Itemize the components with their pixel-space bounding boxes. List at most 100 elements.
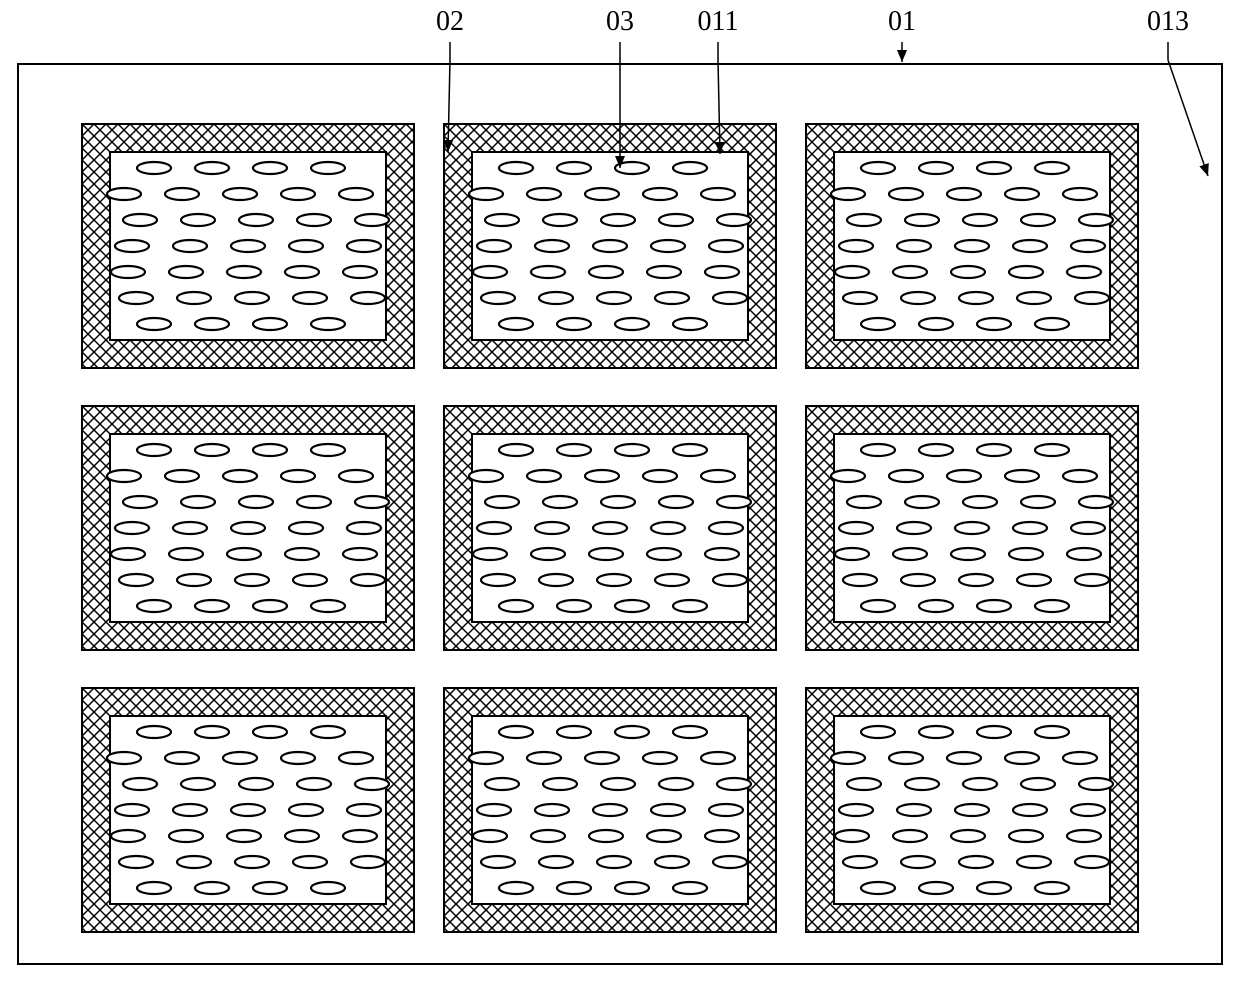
particle-ellipse: [709, 240, 743, 252]
particle-ellipse: [963, 496, 997, 508]
particle-ellipse: [347, 804, 381, 816]
particle-ellipse: [115, 522, 149, 534]
particle-ellipse: [1035, 882, 1069, 894]
particle-ellipse: [181, 496, 215, 508]
particle-ellipse: [339, 470, 373, 482]
particle-ellipse: [659, 778, 693, 790]
particle-ellipse: [235, 292, 269, 304]
particle-ellipse: [1075, 574, 1109, 586]
particle-ellipse: [111, 548, 145, 560]
particle-ellipse: [227, 548, 261, 560]
particle-ellipse: [1063, 470, 1097, 482]
particle-ellipse: [281, 470, 315, 482]
particle-ellipse: [473, 830, 507, 842]
particle-ellipse: [227, 266, 261, 278]
particle-ellipse: [231, 804, 265, 816]
particle-ellipse: [861, 600, 895, 612]
particle-ellipse: [947, 188, 981, 200]
particle-ellipse: [473, 548, 507, 560]
particle-ellipse: [889, 188, 923, 200]
particle-ellipse: [285, 548, 319, 560]
particle-ellipse: [253, 444, 287, 456]
particle-ellipse: [897, 522, 931, 534]
particle-ellipse: [311, 726, 345, 738]
particle-ellipse: [889, 470, 923, 482]
particle-ellipse: [919, 162, 953, 174]
particle-ellipse: [673, 726, 707, 738]
particle-ellipse: [1079, 496, 1113, 508]
particle-ellipse: [843, 574, 877, 586]
particle-ellipse: [831, 188, 865, 200]
particle-ellipse: [535, 240, 569, 252]
particle-ellipse: [709, 522, 743, 534]
particle-ellipse: [239, 214, 273, 226]
particle-ellipse: [115, 240, 149, 252]
particle-ellipse: [1063, 188, 1097, 200]
particle-ellipse: [585, 752, 619, 764]
particle-ellipse: [647, 830, 681, 842]
particle-ellipse: [615, 726, 649, 738]
particle-ellipse: [847, 778, 881, 790]
particle-ellipse: [1035, 726, 1069, 738]
particle-ellipse: [557, 162, 591, 174]
particle-ellipse: [615, 444, 649, 456]
particle-ellipse: [485, 778, 519, 790]
particle-ellipse: [107, 752, 141, 764]
particle-ellipse: [231, 522, 265, 534]
particle-ellipse: [1035, 444, 1069, 456]
particle-ellipse: [311, 600, 345, 612]
particle-ellipse: [919, 444, 953, 456]
particle-ellipse: [951, 830, 985, 842]
particle-ellipse: [165, 470, 199, 482]
particle-ellipse: [351, 292, 385, 304]
particle-ellipse: [351, 856, 385, 868]
particle-ellipse: [499, 162, 533, 174]
particle-ellipse: [115, 804, 149, 816]
particle-ellipse: [1013, 804, 1047, 816]
particle-ellipse: [701, 470, 735, 482]
particle-ellipse: [289, 804, 323, 816]
particle-ellipse: [285, 830, 319, 842]
particle-ellipse: [1009, 830, 1043, 842]
particle-ellipse: [709, 804, 743, 816]
particle-ellipse: [847, 496, 881, 508]
particle-ellipse: [651, 804, 685, 816]
particle-ellipse: [239, 778, 273, 790]
particle-ellipse: [527, 470, 561, 482]
particle-ellipse: [977, 600, 1011, 612]
particle-ellipse: [485, 214, 519, 226]
particle-ellipse: [585, 188, 619, 200]
unit-cell: [806, 688, 1138, 932]
particle-ellipse: [673, 882, 707, 894]
particle-ellipse: [253, 882, 287, 894]
particle-ellipse: [1005, 470, 1039, 482]
particle-ellipse: [173, 240, 207, 252]
particle-ellipse: [311, 882, 345, 894]
particle-ellipse: [947, 470, 981, 482]
particle-ellipse: [1005, 188, 1039, 200]
particle-ellipse: [1005, 752, 1039, 764]
particle-ellipse: [177, 292, 211, 304]
particle-ellipse: [473, 266, 507, 278]
particle-ellipse: [289, 240, 323, 252]
particle-ellipse: [107, 470, 141, 482]
particle-ellipse: [527, 752, 561, 764]
particle-ellipse: [659, 214, 693, 226]
unit-cell: [806, 406, 1138, 650]
particle-ellipse: [839, 522, 873, 534]
particle-ellipse: [231, 240, 265, 252]
particle-ellipse: [111, 830, 145, 842]
particle-ellipse: [177, 856, 211, 868]
particle-ellipse: [1079, 214, 1113, 226]
particle-ellipse: [123, 496, 157, 508]
particle-ellipse: [477, 522, 511, 534]
particle-ellipse: [861, 444, 895, 456]
particle-ellipse: [355, 778, 389, 790]
particle-ellipse: [843, 292, 877, 304]
particle-ellipse: [963, 778, 997, 790]
callout-leader-013: [1168, 60, 1208, 176]
particle-ellipse: [253, 162, 287, 174]
particle-ellipse: [659, 496, 693, 508]
unit-cell: [444, 124, 776, 368]
particle-ellipse: [281, 188, 315, 200]
